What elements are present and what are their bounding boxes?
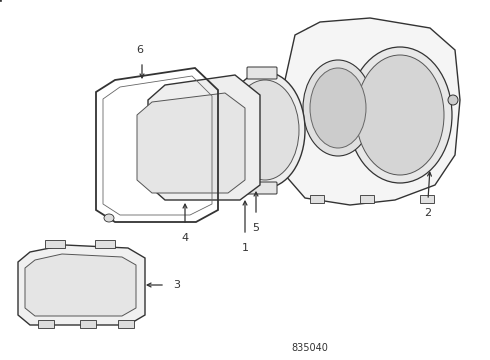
Ellipse shape [448, 95, 458, 105]
Ellipse shape [231, 80, 299, 180]
Ellipse shape [303, 60, 373, 156]
Ellipse shape [348, 47, 452, 183]
Text: 4: 4 [181, 233, 189, 243]
Text: 835040: 835040 [292, 343, 328, 353]
Polygon shape [137, 93, 245, 193]
Text: 1: 1 [242, 243, 248, 253]
Bar [310, 195, 324, 203]
Bar [280, 115, 288, 125]
Ellipse shape [356, 55, 444, 175]
Bar [118, 320, 134, 328]
Bar [38, 320, 54, 328]
Ellipse shape [225, 72, 305, 188]
FancyBboxPatch shape [247, 67, 277, 79]
Bar [280, 145, 288, 155]
Text: 3: 3 [173, 280, 180, 290]
Polygon shape [280, 18, 460, 205]
Ellipse shape [104, 214, 114, 222]
Bar [360, 195, 374, 203]
Text: 2: 2 [424, 208, 432, 218]
Ellipse shape [310, 68, 366, 148]
Bar [280, 85, 288, 95]
Polygon shape [148, 75, 260, 200]
Polygon shape [18, 245, 145, 325]
Text: 5: 5 [252, 223, 260, 233]
Bar [0, 0, 1, 1]
FancyBboxPatch shape [247, 182, 277, 194]
Bar [80, 320, 96, 328]
Bar [95, 240, 115, 248]
Polygon shape [25, 254, 136, 316]
Bar [45, 240, 65, 248]
Bar [420, 195, 434, 203]
Text: 6: 6 [137, 45, 144, 55]
